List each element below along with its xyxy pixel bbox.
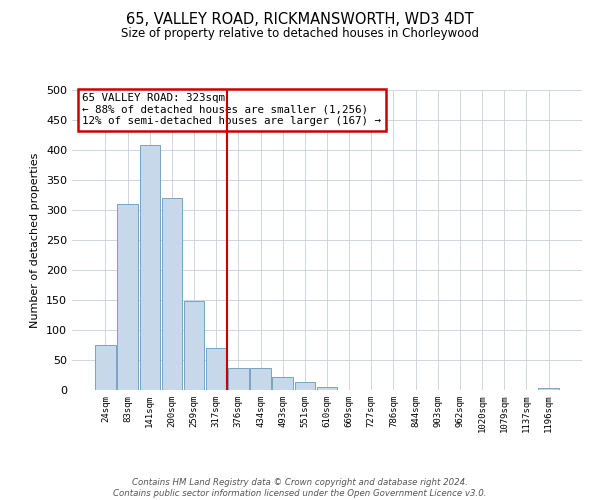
Bar: [228, 368, 248, 390]
Bar: [140, 145, 160, 390]
Bar: [95, 345, 116, 390]
Bar: [206, 348, 226, 390]
Text: 65, VALLEY ROAD, RICKMANSWORTH, WD3 4DT: 65, VALLEY ROAD, RICKMANSWORTH, WD3 4DT: [126, 12, 474, 28]
Text: Contains HM Land Registry data © Crown copyright and database right 2024.
Contai: Contains HM Land Registry data © Crown c…: [113, 478, 487, 498]
Y-axis label: Number of detached properties: Number of detached properties: [31, 152, 40, 328]
Bar: [272, 377, 293, 390]
Bar: [184, 301, 204, 390]
Bar: [317, 387, 337, 390]
Text: Size of property relative to detached houses in Chorleywood: Size of property relative to detached ho…: [121, 28, 479, 40]
Bar: [118, 204, 138, 390]
Bar: [161, 198, 182, 390]
Text: 65 VALLEY ROAD: 323sqm
← 88% of detached houses are smaller (1,256)
12% of semi-: 65 VALLEY ROAD: 323sqm ← 88% of detached…: [82, 93, 381, 126]
Bar: [538, 388, 559, 390]
Bar: [295, 382, 315, 390]
Bar: [250, 368, 271, 390]
